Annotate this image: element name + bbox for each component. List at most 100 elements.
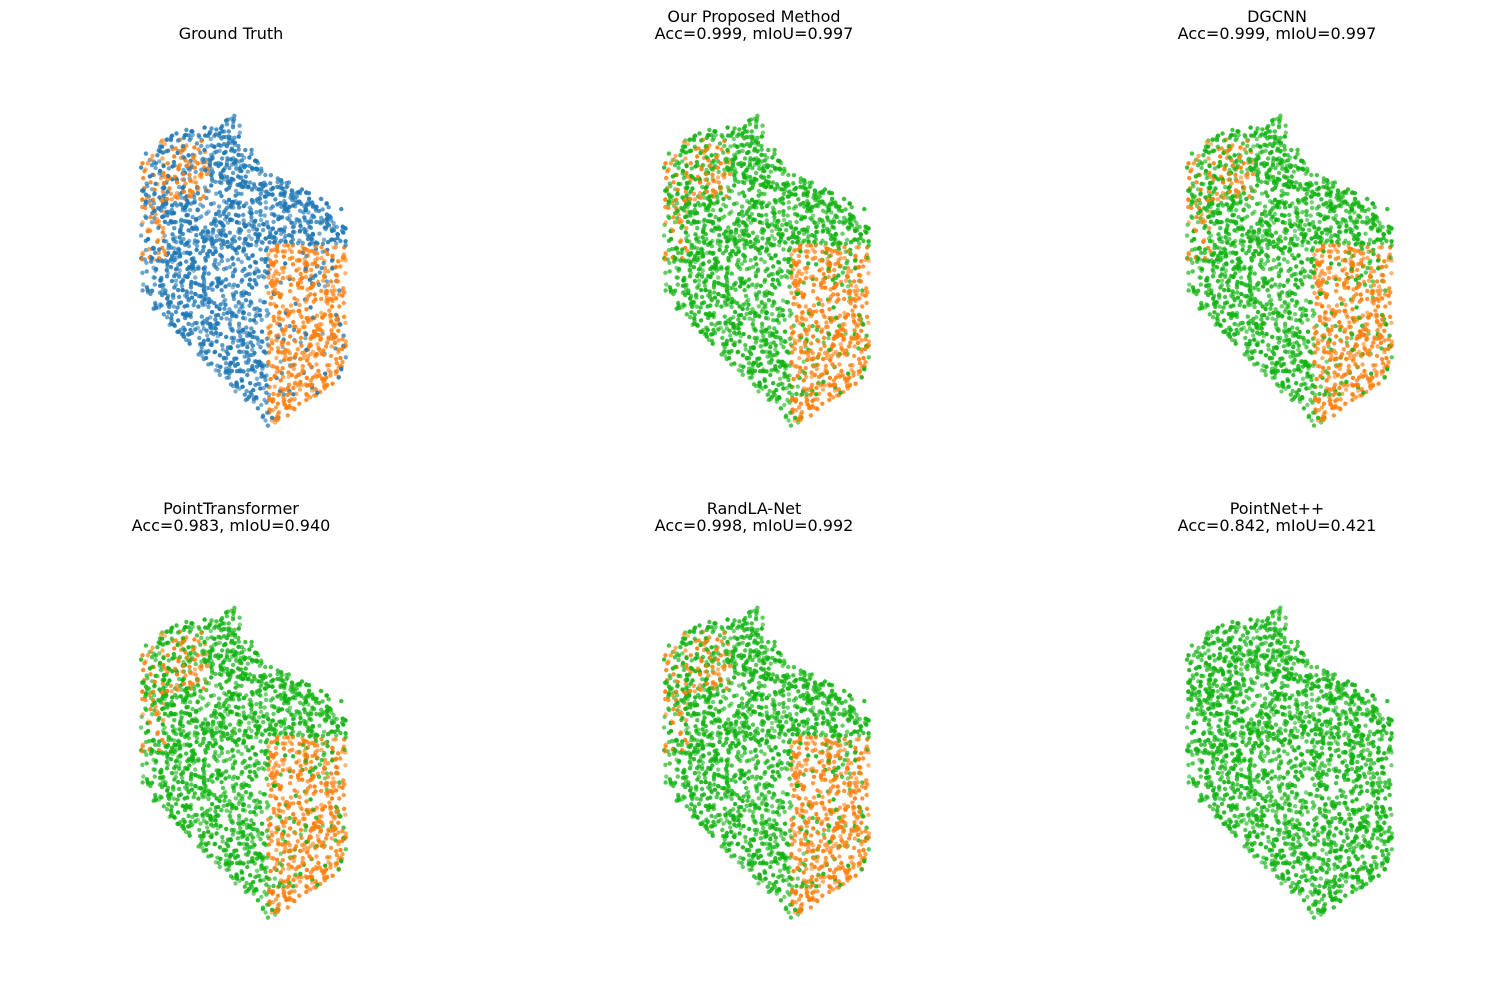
scatter-point <box>192 165 197 170</box>
scatter-point <box>845 269 850 275</box>
scatter-point <box>300 324 306 330</box>
scatter-point <box>716 327 721 332</box>
scatter-point <box>772 198 778 203</box>
scatter-point <box>758 245 764 251</box>
scatter-point <box>776 231 781 237</box>
scatter-point <box>338 238 343 244</box>
scatter-point <box>786 377 791 383</box>
scatter-point <box>789 275 794 280</box>
scatter-point <box>231 177 236 182</box>
scatter-point <box>823 363 828 369</box>
scatter-point <box>1270 334 1275 340</box>
scatter-point <box>272 239 278 244</box>
scatter-point <box>188 282 194 287</box>
scatter-point <box>141 175 146 181</box>
scatter-point <box>685 248 690 254</box>
scatter-point <box>320 207 325 212</box>
scatter-point <box>299 383 304 388</box>
scatter-point <box>234 220 239 225</box>
scatter-point <box>320 278 326 283</box>
scatter-point <box>226 129 231 134</box>
scatter-point <box>792 415 798 420</box>
scatter-point <box>1313 407 1318 412</box>
scatter-point <box>763 249 769 254</box>
scatter-point <box>293 380 298 385</box>
scatter-point <box>303 299 309 304</box>
scatter-point <box>727 251 733 257</box>
scatter-point <box>1334 334 1339 339</box>
scatter-point <box>187 271 192 276</box>
scatter-point <box>768 341 773 346</box>
scatter-point <box>157 283 163 288</box>
scatter-point <box>204 171 210 177</box>
scatter-point <box>275 202 280 207</box>
scatter-point <box>742 156 748 161</box>
scatter-point <box>785 213 790 218</box>
scatter-point <box>848 363 853 368</box>
scatter-point <box>292 397 297 402</box>
scatter-point <box>254 243 259 248</box>
scatter-point <box>836 297 841 302</box>
scatter-point <box>733 156 738 161</box>
scatter-point <box>708 291 713 297</box>
scatter-point <box>330 253 335 259</box>
scatter-point <box>744 299 749 305</box>
scatter-point <box>213 161 218 167</box>
scatter-point <box>220 293 226 299</box>
scatter-point <box>715 175 721 180</box>
scatter-point <box>196 185 201 190</box>
scatter-point <box>250 165 255 171</box>
scatter-point <box>786 350 791 356</box>
scatter-point <box>178 300 184 305</box>
scatter-point <box>751 360 756 365</box>
scatter-point <box>851 279 857 284</box>
scatter-point <box>668 290 674 295</box>
scatter-point <box>221 211 226 217</box>
scatter-point <box>814 229 819 235</box>
scatter-point <box>805 243 810 248</box>
scatter-point <box>759 143 764 149</box>
scatter-point <box>769 184 774 189</box>
scatter-point <box>768 360 773 365</box>
scatter-point <box>236 309 241 314</box>
scatter-point <box>1221 318 1227 323</box>
scatter-point <box>672 220 678 225</box>
scatter-point <box>821 223 826 229</box>
scatter-point <box>680 195 685 200</box>
scatter-point <box>297 277 303 282</box>
scatter-point <box>240 338 245 343</box>
scatter-point <box>663 252 668 257</box>
scatter-point <box>747 162 753 167</box>
scatter-point <box>179 223 184 228</box>
scatter-point <box>299 343 304 348</box>
scatter-point <box>236 213 241 218</box>
scatter-point <box>722 138 727 144</box>
scatter-point <box>1285 191 1290 197</box>
scatter-point <box>671 157 677 162</box>
scatter-point <box>1304 217 1310 223</box>
scatter-point <box>809 208 814 213</box>
scatter-point <box>240 384 245 389</box>
scatter-point <box>266 275 271 280</box>
scatter-point <box>172 226 177 231</box>
scatter-point <box>165 177 170 183</box>
scatter-point <box>157 206 162 211</box>
scatter-point <box>329 319 334 325</box>
scatter-point <box>221 177 226 182</box>
scatter-point <box>799 392 805 397</box>
scatter-point <box>160 286 166 291</box>
scatter-point <box>203 291 208 297</box>
scatter-point <box>770 180 776 185</box>
scatter-point <box>671 215 676 220</box>
scatter-point <box>205 333 210 338</box>
scatter-point <box>780 313 786 318</box>
scatter-point <box>217 306 222 312</box>
scatter-point <box>275 245 280 250</box>
scatter-point <box>834 241 839 246</box>
scatter-point <box>199 171 204 176</box>
scatter-point <box>859 338 864 343</box>
scatter-point <box>827 260 832 265</box>
scatter-point <box>737 149 742 154</box>
scatter-point <box>247 277 253 282</box>
scatter-point <box>236 134 241 139</box>
